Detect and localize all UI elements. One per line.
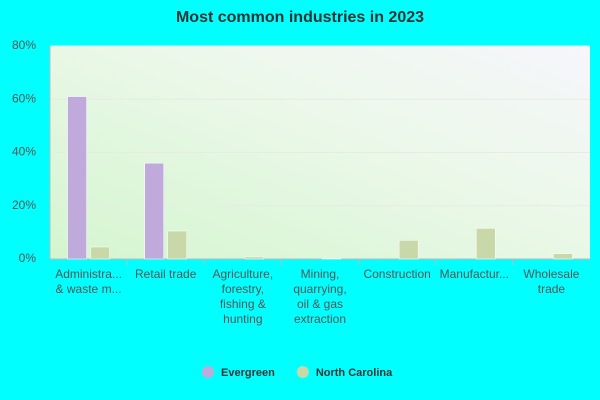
legend-label: North Carolina	[316, 367, 393, 379]
legend-marker	[202, 366, 214, 378]
y-tick-label: 60%	[12, 91, 36, 105]
y-tick-label: 0%	[19, 251, 37, 265]
x-tick-label: Mining, quarrying, oil & gas extraction	[293, 267, 346, 326]
bar	[90, 246, 110, 260]
bar	[67, 96, 87, 260]
bar	[553, 253, 573, 260]
y-tick-label: 80%	[12, 38, 36, 52]
x-tick-label: Agriculture, forestry, fishing & hunting	[213, 267, 274, 326]
bar	[167, 230, 187, 260]
bar	[398, 240, 419, 260]
chart-title: Most common industries in 2023	[176, 9, 424, 26]
x-tick-label: Manufactur...	[440, 267, 509, 281]
x-tick-label: Administra... & waste m...	[55, 267, 122, 296]
legend-marker	[296, 366, 309, 378]
x-tick-label: Wholesale trade	[523, 267, 579, 296]
x-tick-label: Construction	[363, 267, 430, 281]
y-tick-label: 20%	[12, 198, 36, 212]
legend-label: Evergreen	[221, 367, 275, 379]
y-tick-label: 40%	[12, 145, 36, 159]
x-tick-label: Retail trade	[135, 267, 197, 281]
bar	[476, 228, 496, 260]
bar	[244, 256, 265, 260]
bar	[144, 162, 164, 260]
